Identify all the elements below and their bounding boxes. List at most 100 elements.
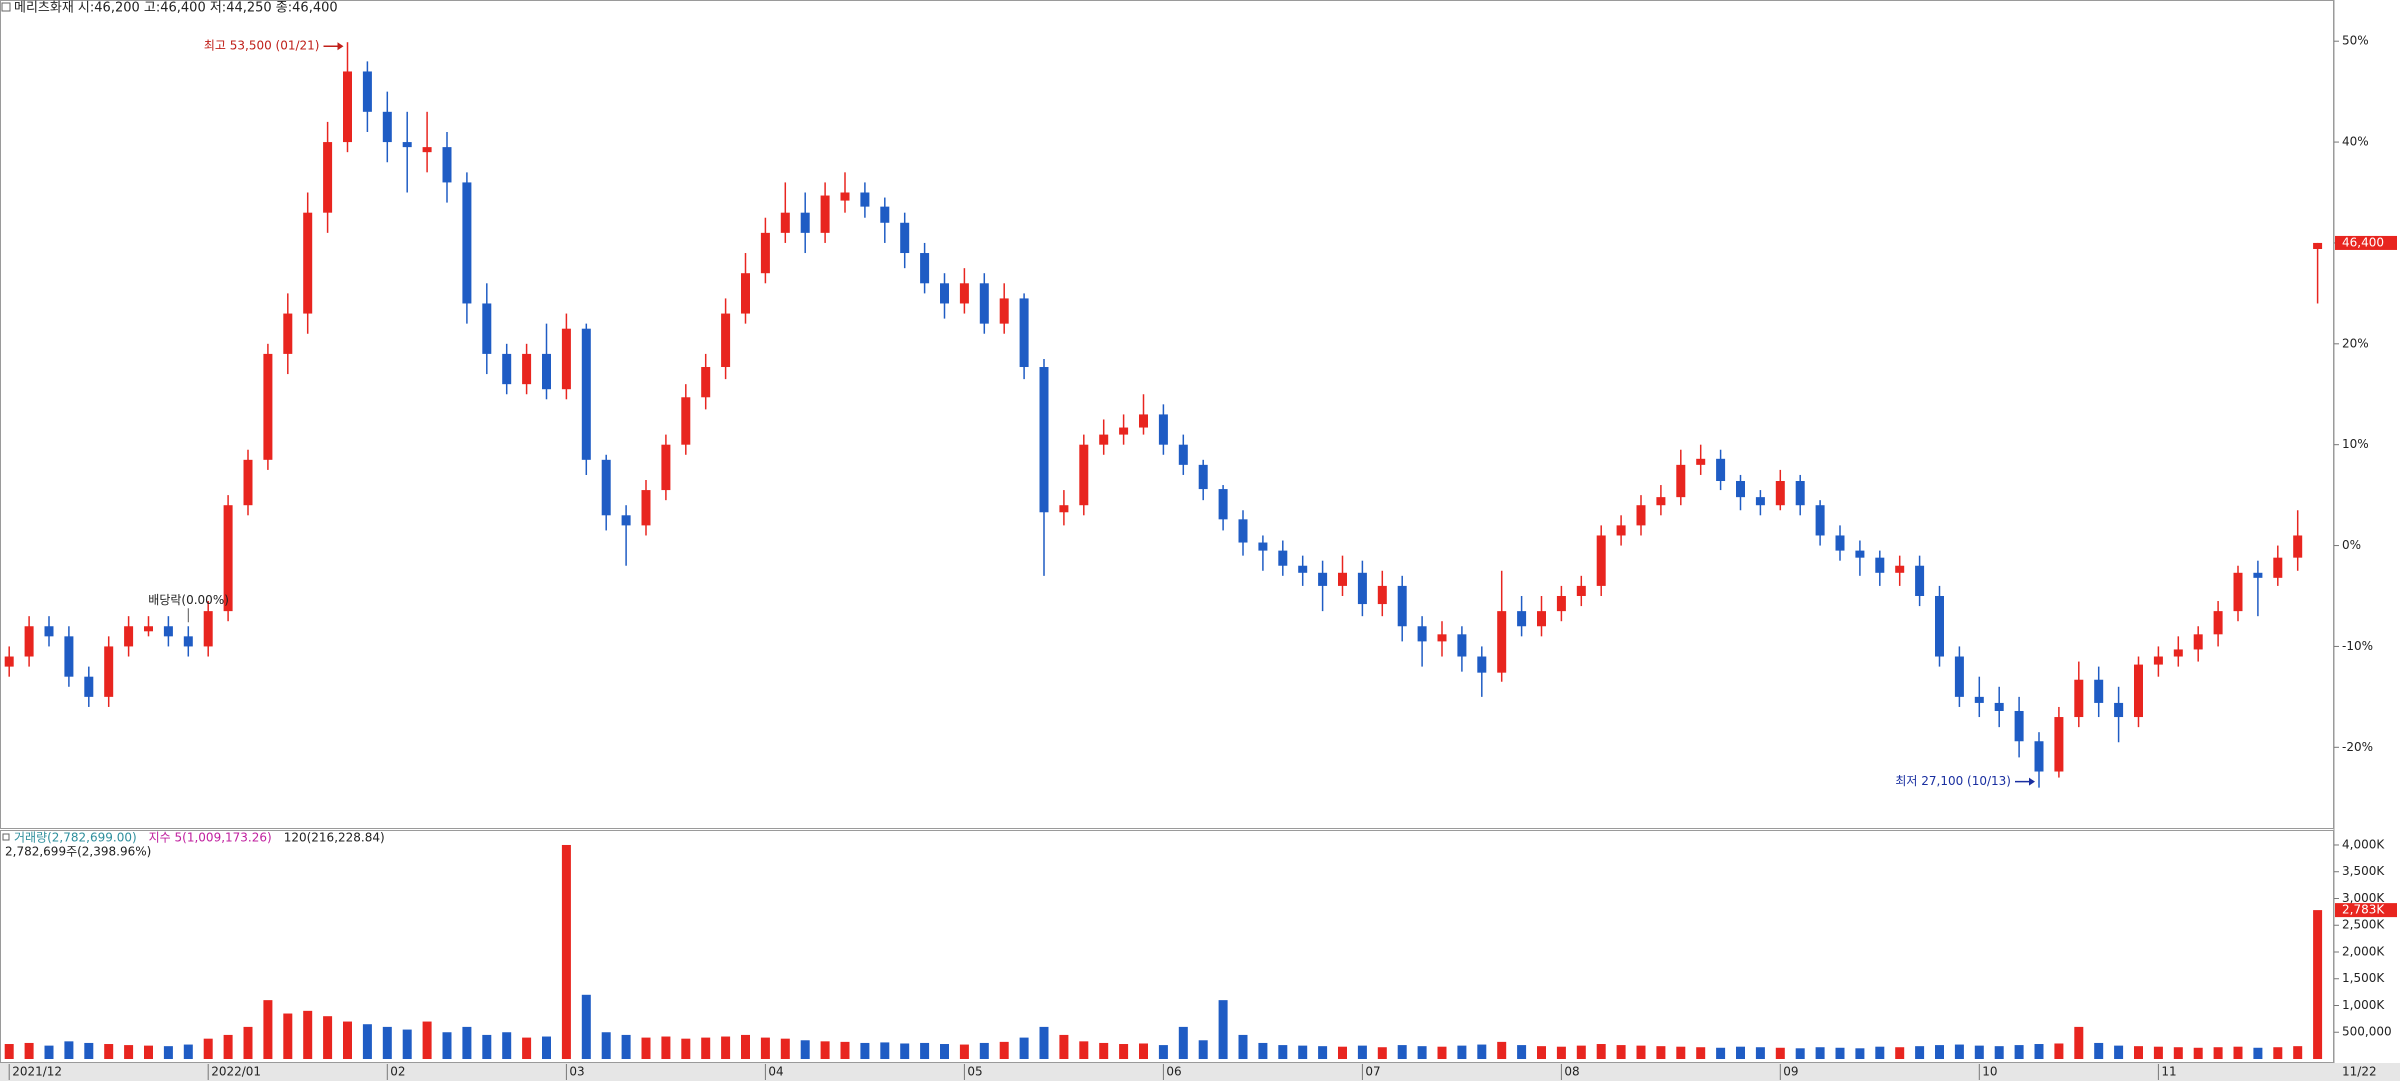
candle-body — [502, 353, 512, 385]
candle-body — [223, 505, 233, 612]
volume-bar — [1636, 1045, 1646, 1059]
candle-body — [1019, 298, 1029, 368]
volume-bar — [263, 1000, 273, 1059]
volume-bar — [1994, 1046, 2004, 1059]
y-tick-label: -10% — [2342, 639, 2373, 653]
volume-bar — [542, 1036, 551, 1059]
candle-body — [1775, 481, 1785, 506]
candle-body — [581, 328, 591, 460]
volume-bar — [1298, 1045, 1308, 1059]
volume-bar — [44, 1045, 54, 1059]
volume-bar — [2054, 1043, 2064, 1059]
candle-body — [263, 353, 273, 460]
candle-body — [1974, 696, 1984, 703]
volume-bar — [601, 1032, 611, 1059]
candle-body — [880, 206, 890, 223]
volume-bar — [1198, 1040, 1208, 1059]
volume-bar — [4, 1044, 14, 1059]
volume-bar — [1437, 1046, 1447, 1059]
volume-bar — [2193, 1047, 2203, 1059]
candle-body — [1099, 434, 1109, 445]
candle-body — [2094, 679, 2104, 703]
y-tick-label: 0% — [2342, 538, 2361, 552]
volume-bar — [1556, 1046, 1566, 1059]
candle-body — [721, 313, 731, 368]
candle-body — [303, 212, 313, 314]
x-tick-label: 08 — [1564, 1065, 1579, 1079]
candle-body — [1158, 414, 1168, 445]
volume-bar — [1338, 1046, 1347, 1059]
y-tick-label: 3,000K — [2342, 891, 2385, 905]
candle-body — [64, 636, 74, 677]
volume-bar — [1278, 1045, 1288, 1059]
candle-body — [900, 222, 910, 254]
y-tick-label: -20% — [2342, 740, 2373, 754]
volume-bar — [1954, 1044, 1964, 1059]
volume-bar — [840, 1041, 850, 1059]
candle-body — [959, 283, 969, 304]
y-tick-label: 10% — [2342, 437, 2369, 451]
candle-body — [1935, 595, 1944, 657]
volume-bar — [1974, 1045, 1984, 1059]
candle-body — [681, 397, 691, 445]
candle-body — [1457, 634, 1467, 657]
candle-body — [1596, 535, 1606, 586]
volume-bar — [1755, 1047, 1765, 1059]
high-annotation: 최고 53,500 (01/21) — [204, 39, 320, 53]
y-tick-label: 3,500K — [2342, 864, 2385, 878]
volume-bar — [2094, 1042, 2104, 1059]
volume-bar — [2034, 1044, 2044, 1059]
candle-body — [2074, 679, 2084, 718]
candle-body — [24, 626, 34, 657]
volume-bar — [1696, 1047, 1706, 1059]
last-price-box — [2335, 235, 2397, 250]
candle-body — [362, 71, 372, 112]
volume-bar — [2074, 1026, 2084, 1059]
volume-bar — [124, 1045, 134, 1059]
volume-bar — [144, 1045, 153, 1059]
candle-body — [1755, 497, 1765, 506]
x-tick-label: 11 — [2161, 1065, 2176, 1079]
volume-bar — [780, 1038, 790, 1059]
volume-bar — [2134, 1046, 2143, 1059]
candle-body — [343, 71, 352, 143]
candle-body — [1636, 505, 1646, 526]
candle-body — [920, 253, 930, 284]
candle-body — [1736, 481, 1745, 498]
volume-bar — [163, 1046, 173, 1059]
candle-body — [1139, 414, 1148, 428]
volume-bar — [760, 1037, 770, 1059]
candle-body — [2273, 557, 2283, 578]
candle-body — [561, 328, 571, 390]
y-tick-label: 1,500K — [2342, 971, 2385, 985]
volume-bar — [1119, 1044, 1129, 1059]
candle-body — [860, 192, 870, 207]
volume-bar — [2153, 1046, 2163, 1059]
volume-bar — [2173, 1047, 2183, 1059]
candle-body — [1696, 458, 1706, 465]
candle-body — [104, 646, 114, 697]
volume-bar — [64, 1041, 74, 1059]
candle-body — [1875, 557, 1885, 573]
candle-body — [601, 459, 611, 516]
candle-body — [820, 195, 830, 233]
volume-bar — [382, 1026, 392, 1059]
candle-body — [1537, 611, 1546, 627]
volume-bar — [701, 1037, 711, 1059]
volume-bar — [1318, 1046, 1328, 1059]
candle-body — [1477, 656, 1487, 673]
volume-bar — [1736, 1046, 1745, 1059]
legend-entry: 120(216,228.84) — [284, 831, 385, 845]
y-tick-label: 1,000K — [2342, 998, 2385, 1012]
volume-bar — [880, 1042, 890, 1059]
candle-body — [542, 353, 551, 390]
candle-body — [1576, 585, 1586, 596]
candle-body — [482, 303, 492, 354]
volume-bar — [462, 1026, 472, 1059]
candle-body — [641, 490, 651, 526]
volume-bar — [1815, 1047, 1825, 1059]
candle-body — [4, 656, 14, 667]
candle-body — [661, 444, 671, 491]
